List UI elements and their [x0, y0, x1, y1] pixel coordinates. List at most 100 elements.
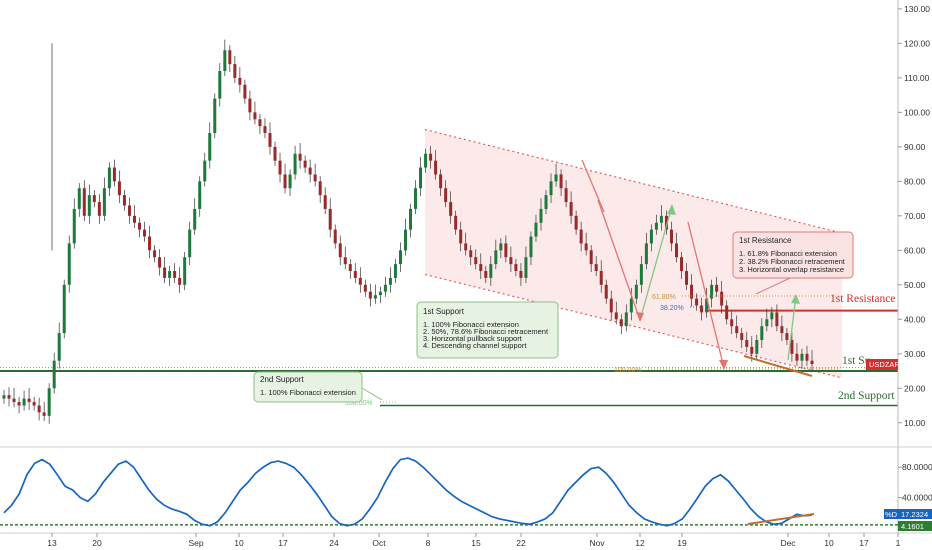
support2-annotation-title: 2nd Support — [260, 375, 304, 384]
candle-body — [148, 237, 151, 251]
candle-body — [123, 195, 126, 205]
price-axis[interactable]: 130.00 120.00 110.00 100.00 90.00 80.00 70.00 6… — [898, 4, 930, 428]
candle-body — [188, 230, 191, 258]
price-tick-label: 110.00 — [904, 73, 930, 83]
price-tick-label: 130.00 — [904, 4, 930, 14]
candle-body — [374, 295, 377, 298]
candle-body — [369, 292, 372, 299]
price-tick-label: 60.00 — [904, 245, 926, 255]
fib-618-label: 61.80% — [652, 294, 676, 301]
candle-body — [489, 264, 492, 278]
support1-annotation-line-4: 4. Descending channel support — [423, 341, 527, 350]
candle-body — [580, 230, 583, 244]
candle-body — [494, 250, 497, 264]
candle-body — [479, 264, 482, 271]
candle-body — [645, 243, 648, 264]
candle-body — [414, 188, 417, 209]
candle-body — [519, 271, 522, 278]
price-tick-label: 40.00 — [904, 314, 926, 324]
candle-body — [339, 243, 342, 257]
candle-body — [279, 161, 282, 175]
support2-annotation[interactable]: 2nd Support 1. 100% Fibonacci extension — [254, 372, 382, 402]
candle-body — [354, 271, 357, 278]
time-tick-label: 22 — [516, 538, 526, 548]
time-tick-label: 15 — [471, 538, 481, 548]
candle-body — [379, 292, 382, 295]
candle-body — [118, 181, 121, 195]
candle-body — [750, 347, 753, 354]
candle-body — [258, 119, 261, 126]
candle-body — [2, 395, 5, 398]
candle-body — [565, 188, 568, 202]
candle-body — [248, 99, 251, 113]
rsi-axis[interactable]: 80.0000 40.0000 — [898, 462, 932, 502]
candle-body — [509, 257, 512, 264]
candle-body — [238, 78, 241, 85]
candle-body — [304, 161, 307, 168]
candle-body — [344, 257, 347, 264]
candle-body — [545, 195, 548, 209]
candle-body — [730, 319, 733, 326]
candle-body — [38, 406, 41, 413]
candle-body — [590, 250, 593, 264]
price-tick-label: 20.00 — [904, 383, 926, 393]
time-tick-label: Dec — [780, 538, 796, 548]
price-tick-label: 100.00 — [904, 107, 930, 117]
support2-annotation-line-1: 1. 100% Fibonacci extension — [260, 388, 356, 397]
candle-body — [560, 174, 563, 188]
candle-body — [243, 85, 246, 99]
time-tick-label: Sep — [188, 538, 203, 548]
candle-body — [58, 333, 61, 361]
candle-body — [595, 264, 598, 271]
candle-body — [133, 216, 136, 223]
fib-382-label: 38.20% — [660, 305, 684, 312]
time-tick-label: Oct — [372, 538, 386, 548]
time-tick-label: 10 — [234, 538, 244, 548]
candle-body — [575, 216, 578, 230]
time-axis[interactable]: 13 20 Sep 10 17 24 Oct 8 15 22 Nov 12 19 Dec 10 17 1 — [47, 533, 900, 548]
candle-body — [48, 388, 51, 416]
candle-body — [213, 99, 216, 133]
candle-body — [780, 326, 783, 333]
candle-body — [695, 299, 698, 306]
candle-body — [550, 181, 553, 195]
candle-body — [765, 319, 768, 326]
first-resistance-label: 1st Resistance — [830, 293, 895, 305]
candle-body — [228, 50, 231, 64]
second-support-label: 2nd Support — [838, 390, 895, 402]
candle-body — [394, 264, 397, 278]
time-tick-label: 10 — [824, 538, 834, 548]
candle-body — [615, 312, 618, 319]
candle-body — [675, 243, 678, 257]
candle-body — [685, 271, 688, 285]
candle-body — [635, 285, 638, 299]
candle-body — [173, 271, 176, 278]
candle-body — [274, 147, 277, 161]
candle-body — [128, 205, 131, 215]
candle-body — [108, 168, 111, 189]
candle-body — [454, 216, 457, 230]
candle-body — [8, 395, 11, 398]
candle-body — [755, 340, 758, 354]
candle-body — [459, 230, 462, 244]
candle-body — [534, 223, 537, 237]
rsi-tick-label: 40.0000 — [902, 493, 932, 503]
candle-body — [33, 402, 36, 405]
candle-body — [434, 161, 437, 175]
candle-body — [469, 250, 472, 257]
candle-body — [670, 230, 673, 244]
candle-body — [168, 271, 171, 278]
support1-annotation[interactable]: 1st Support 1. 100% Fibonacci extension … — [417, 302, 558, 358]
candle-body — [253, 112, 256, 119]
candle-body — [88, 195, 91, 216]
candle-body — [138, 223, 141, 230]
rsi-value-badge-text: 17.2324 — [901, 510, 928, 519]
symbol-badge: USDZAR — [866, 359, 900, 370]
candle-body — [263, 126, 266, 133]
candle-body — [53, 361, 56, 389]
candle-body — [444, 188, 447, 202]
time-tick-label: Nov — [589, 538, 605, 548]
candle-body — [233, 64, 236, 78]
candle-body — [449, 202, 452, 216]
